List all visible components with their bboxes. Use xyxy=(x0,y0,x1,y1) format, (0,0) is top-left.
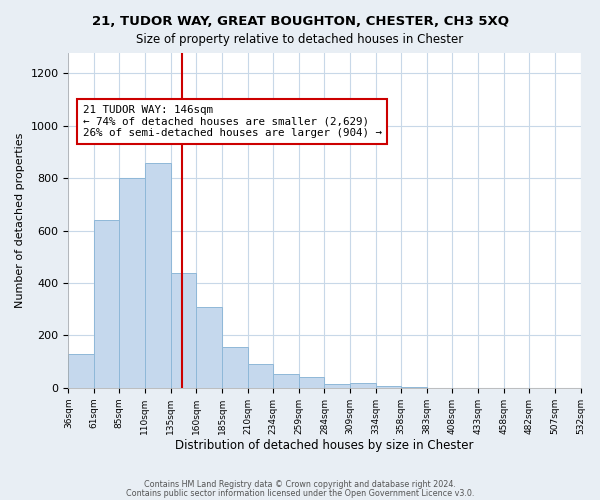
Bar xyxy=(376,386,401,388)
Text: 21, TUDOR WAY, GREAT BOUGHTON, CHESTER, CH3 5XQ: 21, TUDOR WAY, GREAT BOUGHTON, CHESTER, … xyxy=(91,15,509,28)
Bar xyxy=(119,178,145,388)
Bar xyxy=(299,377,325,388)
Bar xyxy=(325,384,350,388)
Text: Size of property relative to detached houses in Chester: Size of property relative to detached ho… xyxy=(136,32,464,46)
Bar xyxy=(248,364,273,388)
Bar xyxy=(350,382,376,388)
X-axis label: Distribution of detached houses by size in Chester: Distribution of detached houses by size … xyxy=(175,440,474,452)
Y-axis label: Number of detached properties: Number of detached properties xyxy=(15,132,25,308)
Text: 21 TUDOR WAY: 146sqm
← 74% of detached houses are smaller (2,629)
26% of semi-de: 21 TUDOR WAY: 146sqm ← 74% of detached h… xyxy=(83,105,382,138)
Bar xyxy=(401,387,427,388)
Bar xyxy=(196,306,222,388)
Bar xyxy=(68,354,94,388)
Bar xyxy=(170,272,196,388)
Text: Contains public sector information licensed under the Open Government Licence v3: Contains public sector information licen… xyxy=(126,488,474,498)
Text: Contains HM Land Registry data © Crown copyright and database right 2024.: Contains HM Land Registry data © Crown c… xyxy=(144,480,456,489)
Bar xyxy=(273,374,299,388)
Bar xyxy=(145,162,170,388)
Bar xyxy=(222,347,248,388)
Bar xyxy=(94,220,119,388)
